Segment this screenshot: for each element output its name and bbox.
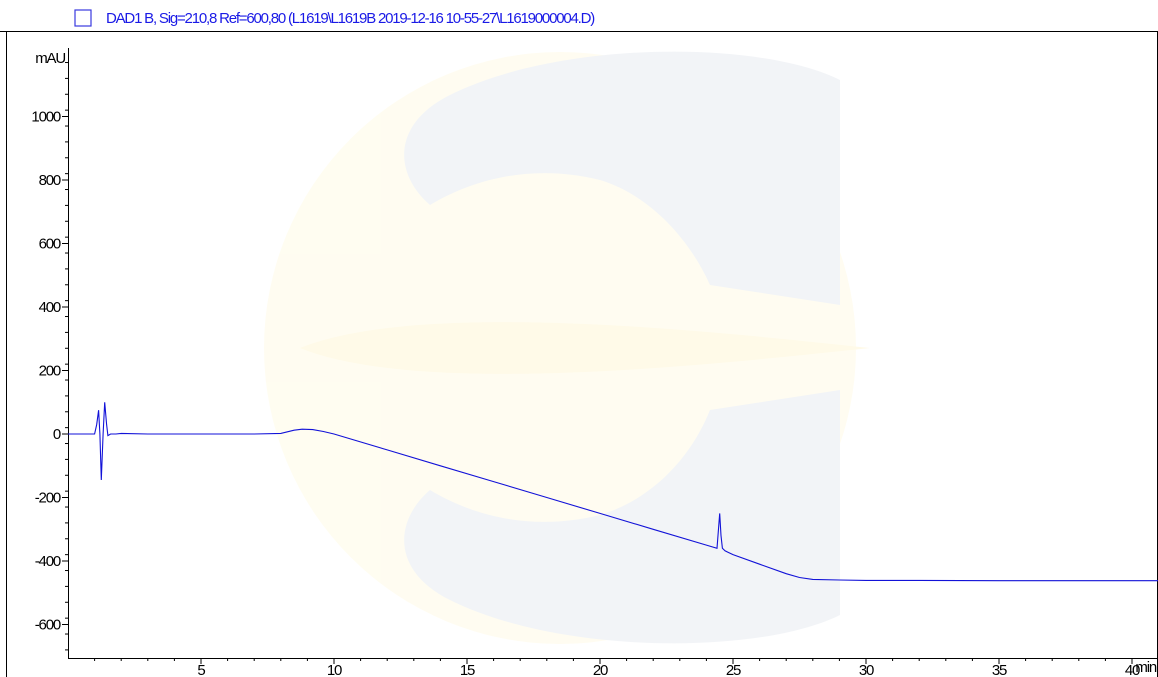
x-tick-label: 40 bbox=[1125, 662, 1140, 677]
x-tick-label: 25 bbox=[726, 662, 741, 677]
y-tick-label: -600 bbox=[35, 617, 61, 634]
y-tick-label: 200 bbox=[39, 363, 61, 380]
y-tick-label: -400 bbox=[35, 553, 61, 570]
y-tick-label: 1000 bbox=[31, 109, 60, 126]
x-tick-label: 35 bbox=[992, 662, 1007, 677]
y-axis-unit-label: mAU bbox=[35, 50, 65, 67]
y-tick-label: 400 bbox=[39, 299, 61, 316]
x-tick-label: 10 bbox=[327, 662, 342, 677]
y-tick-label: 0 bbox=[53, 426, 61, 443]
x-tick-label: 30 bbox=[859, 662, 874, 677]
traces bbox=[68, 402, 1158, 582]
x-axis-unit-label: min bbox=[1135, 659, 1156, 676]
x-ticks: 5 10 15 20 25 30 35 40 bbox=[94, 658, 1141, 677]
watermark-logo bbox=[264, 51, 870, 644]
y-tick-label: 600 bbox=[39, 236, 61, 253]
x-tick-label: 5 bbox=[197, 662, 205, 677]
series-line-1 bbox=[68, 402, 1158, 582]
y-tick-label: 800 bbox=[39, 172, 61, 189]
y-ticks: -600 -400 -200 0 200 400 600 800 1000 bbox=[31, 62, 69, 651]
x-tick-label: 20 bbox=[593, 662, 608, 677]
x-tick-label: 15 bbox=[460, 662, 475, 677]
y-tick-label: -200 bbox=[35, 490, 61, 507]
legend-label: DAD1 B, Sig=210,8 Ref=600,80 (L1619\L161… bbox=[106, 10, 595, 27]
legend-swatch bbox=[74, 9, 92, 27]
